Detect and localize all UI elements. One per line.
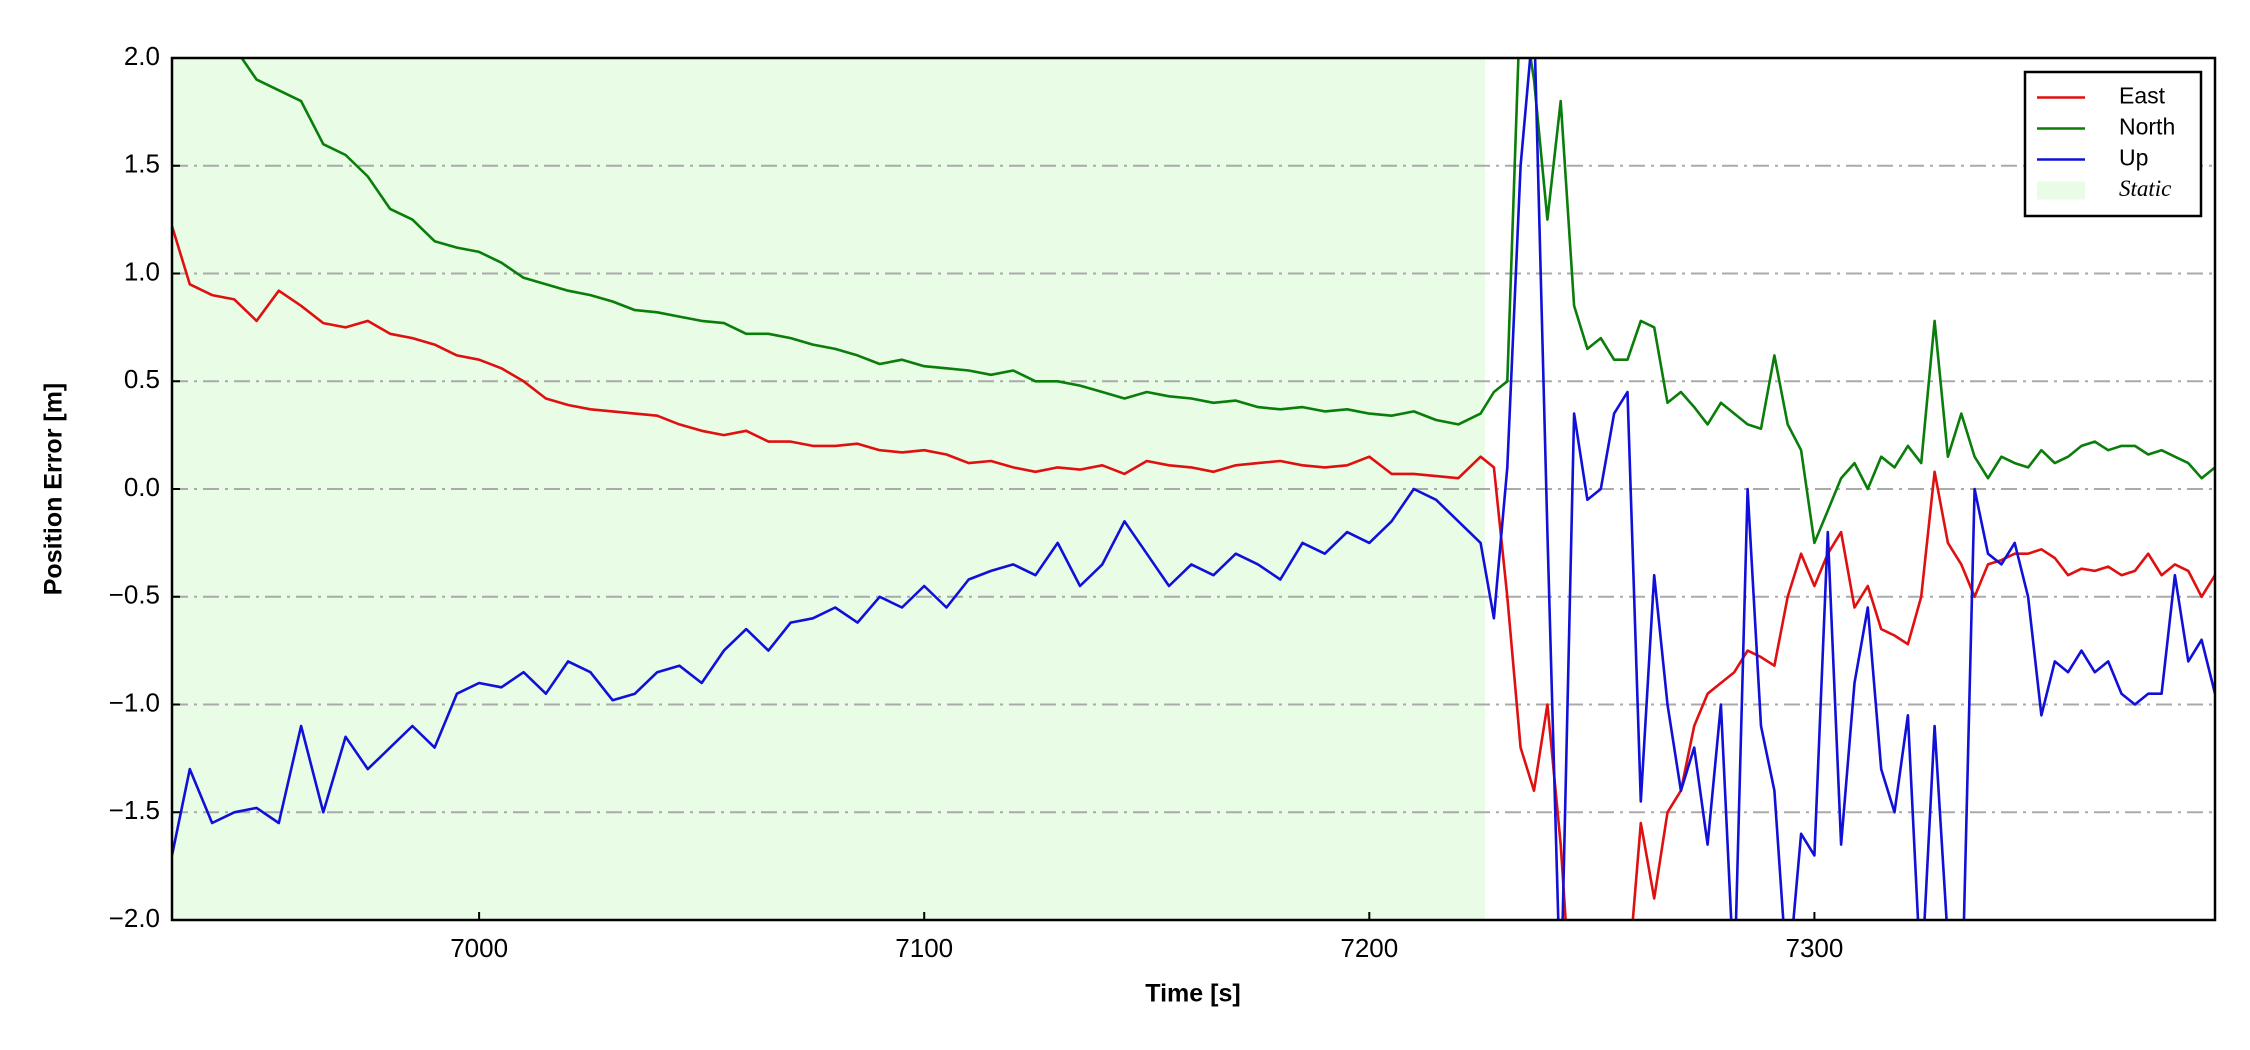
legend-swatch bbox=[2037, 181, 2085, 200]
series-line bbox=[240, 58, 2215, 545]
y-tick-label: 2.0 bbox=[124, 41, 160, 71]
y-tick-label: −0.5 bbox=[109, 580, 160, 610]
legend-label: Up bbox=[2119, 145, 2148, 171]
y-tick-label: −2.0 bbox=[109, 903, 160, 933]
y-tick-label: −1.5 bbox=[109, 795, 160, 825]
legend-label: North bbox=[2119, 114, 2175, 140]
y-axis-label: Position Error [m] bbox=[40, 383, 68, 596]
plot-frame bbox=[170, 56, 2217, 922]
x-axis-label: Time [s] bbox=[1145, 980, 1240, 1008]
y-tick-label: 0.0 bbox=[124, 472, 160, 502]
series-line bbox=[172, 225, 2215, 920]
plot-lines bbox=[172, 58, 2215, 920]
series-line bbox=[172, 58, 2215, 920]
legend-label: East bbox=[2119, 83, 2166, 109]
x-tick-label: 7100 bbox=[895, 933, 953, 963]
x-tick-label: 7000 bbox=[450, 933, 508, 963]
y-tick-label: 0.5 bbox=[124, 364, 160, 394]
legend-label: Static bbox=[2119, 176, 2171, 201]
y-tick-label: 1.5 bbox=[124, 149, 160, 179]
y-tick-label: 1.0 bbox=[124, 256, 160, 286]
x-tick-label: 7300 bbox=[1785, 933, 1843, 963]
x-tick-label: 7200 bbox=[1340, 933, 1398, 963]
y-tick-label: −1.0 bbox=[109, 687, 160, 717]
